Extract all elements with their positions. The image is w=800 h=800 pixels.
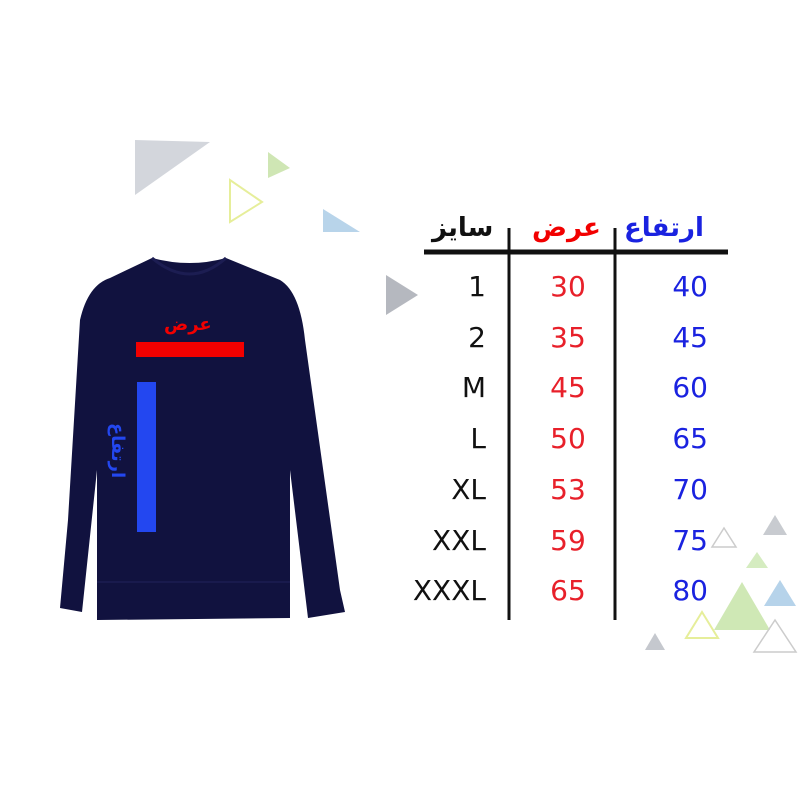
triangle-deco: [135, 140, 210, 195]
cell-height: 45: [672, 320, 708, 354]
cell-height: 65: [672, 422, 708, 456]
triangle-deco: [323, 209, 360, 232]
triangle-deco: [645, 633, 665, 650]
cell-size: M: [461, 371, 486, 405]
cell-width: 65: [550, 574, 586, 608]
header-width: عرض: [532, 213, 601, 243]
triangle-deco: [752, 618, 798, 653]
cell-width: 45: [550, 371, 586, 405]
cell-height: 40: [672, 270, 708, 303]
triangle-deco: [763, 515, 787, 535]
cell-size: 2: [468, 320, 486, 354]
triangle-deco: [710, 526, 738, 548]
cell-height: 75: [672, 523, 708, 557]
cell-width: 35: [550, 320, 586, 354]
cell-height: 70: [672, 472, 708, 506]
shirt-height-label: ارتفاع: [107, 422, 129, 479]
cell-width: 53: [550, 472, 586, 506]
sweater-image: [60, 256, 345, 620]
triangle-deco: [268, 152, 290, 178]
header-height: ارتفاع: [624, 213, 704, 243]
header-size: سایز: [432, 213, 494, 243]
triangle-deco: [764, 580, 796, 606]
cell-size: 1: [468, 270, 486, 303]
triangle-deco: [714, 582, 770, 630]
triangle-deco: [229, 178, 264, 224]
cell-height: 60: [672, 371, 708, 405]
cell-width: 50: [550, 422, 586, 456]
height-bar: [137, 382, 156, 532]
table-lines: [424, 228, 728, 620]
cell-size: L: [470, 422, 486, 456]
triangle-deco: [386, 275, 418, 315]
cell-size: XL: [451, 472, 486, 506]
cell-size: XXL: [432, 523, 486, 557]
cell-width: 30: [550, 270, 586, 303]
cell-size: XXXL: [412, 574, 486, 608]
triangle-deco: [746, 552, 768, 568]
cell-width: 59: [550, 523, 586, 557]
cell-height: 80: [672, 574, 708, 608]
shirt-width-label: عرض: [164, 314, 212, 335]
width-bar: [136, 342, 244, 357]
triangle-deco: [684, 610, 720, 639]
